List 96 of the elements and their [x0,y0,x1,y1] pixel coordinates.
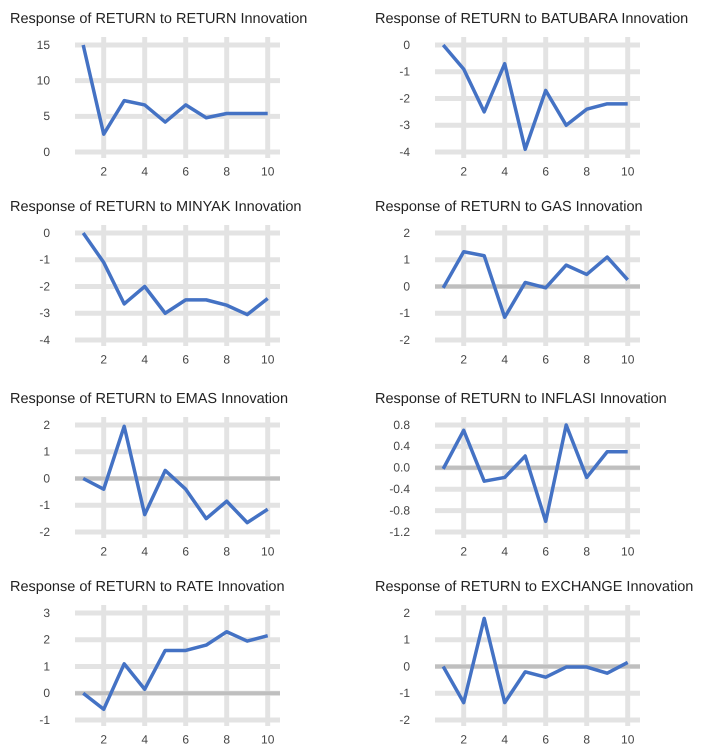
y-tick-label: -1 [399,306,410,320]
y-tick-label: 0 [43,471,50,486]
x-tick-label: 8 [583,544,590,559]
x-tick-label: 4 [141,544,148,559]
chart-title: Response of RETURN to GAS Innovation [375,199,643,215]
x-tick-label: 4 [141,732,148,747]
x-tick-label: 2 [460,164,468,179]
chart-title: Response of RETURN to MINYAK Innovation [10,199,302,215]
x-tick-label: 2 [100,352,108,367]
y-tick-label: -1 [39,712,50,727]
x-tick-label: 10 [261,732,275,747]
x-tick-label: 4 [501,164,508,179]
x-tick-label: 10 [261,352,275,367]
x-tick-label: 2 [100,732,108,747]
x-tick-label: 6 [542,164,550,179]
y-tick-label: 0 [43,686,50,700]
x-tick-label: 4 [501,732,508,747]
x-tick-label: 10 [621,544,635,559]
y-tick-label: 5 [43,109,50,124]
y-tick-label: 0 [403,38,410,52]
y-tick-label: -3 [399,118,410,132]
x-tick-label: 6 [182,732,190,747]
y-tick-label: 2 [43,632,50,647]
line-series [441,43,630,152]
y-tick-label: 1 [43,444,50,459]
x-tick-label: 4 [141,352,148,367]
x-tick-label: 6 [542,352,550,367]
x-tick-label: 10 [621,164,635,179]
y-tick-label: -4 [399,144,410,159]
y-tick-label: 15 [36,38,50,52]
y-tick-label: 2 [43,418,50,432]
y-tick-label: -2 [399,91,410,106]
x-tick-label: 2 [460,352,468,367]
chart-title: Response of RETURN to RATE Innovation [10,579,285,595]
line-series [81,630,270,712]
x-tick-label: 8 [583,352,590,367]
y-tick-label: 0 [43,226,50,240]
x-tick-label: 8 [583,164,590,179]
x-tick-label: 6 [182,544,190,559]
x-tick-label: 6 [542,732,550,747]
chart-title: Response of RETURN to RETURN Innovation [10,11,308,27]
y-tick-label: -2 [39,279,50,294]
x-tick-label: 8 [223,544,230,559]
y-tick-label: 10 [36,74,50,88]
y-tick-label: -1 [39,252,50,267]
x-tick-label: 10 [621,352,635,367]
chart-title: Response of RETURN to INFLASI Innovation [375,391,667,407]
x-tick-label: 8 [583,732,590,747]
y-tick-label: 2 [403,226,410,240]
line-series [441,423,630,524]
y-tick-label: 0 [403,279,410,294]
y-tick-label: -1 [39,498,50,512]
x-tick-label: 4 [501,352,508,367]
y-tick-label: 1 [403,632,410,647]
y-tick-label: -1 [399,64,410,79]
y-tick-label: 3 [43,606,50,620]
y-tick-label: 0 [403,659,410,674]
y-tick-label: 0.4 [393,439,410,454]
line-series [81,43,270,136]
y-tick-label: -1 [399,686,410,700]
x-tick-label: 6 [182,164,190,179]
line-series [441,616,630,704]
line-series [441,250,630,320]
y-tick-label: -0.4 [389,482,410,496]
x-tick-label: 10 [621,732,635,747]
chart-title: Response of RETURN to EMAS Innovation [10,391,288,407]
y-tick-label: -1.2 [389,524,410,539]
y-tick-label: -2 [399,712,410,727]
y-tick-label: 1 [43,659,50,674]
x-tick-label: 2 [100,164,108,179]
y-tick-label: -4 [39,332,50,347]
x-tick-label: 10 [261,544,275,559]
x-tick-label: 4 [141,164,148,179]
x-tick-label: 2 [460,544,468,559]
chart-title: Response of RETURN to EXCHANGE Innovation [375,579,694,595]
x-tick-label: 10 [261,164,275,179]
x-tick-label: 2 [460,732,468,747]
line-series [81,231,270,316]
x-tick-label: 8 [223,164,230,179]
y-tick-label: -2 [39,524,50,539]
y-tick-label: 0.0 [393,460,410,475]
y-tick-label: -2 [399,332,410,347]
y-tick-label: 2 [403,606,410,620]
y-tick-label: -0.8 [389,503,410,518]
x-tick-label: 2 [100,544,108,559]
y-tick-label: -3 [39,306,50,320]
x-tick-label: 4 [501,544,508,559]
x-tick-label: 6 [542,544,550,559]
line-series [81,424,270,524]
y-tick-label: 0 [43,144,50,159]
y-tick-label: 0.8 [393,418,410,432]
y-tick-label: 1 [403,252,410,267]
x-tick-label: 6 [182,352,190,367]
x-tick-label: 8 [223,732,230,747]
chart-title: Response of RETURN to BATUBARA Innovation [375,11,688,27]
x-tick-label: 8 [223,352,230,367]
